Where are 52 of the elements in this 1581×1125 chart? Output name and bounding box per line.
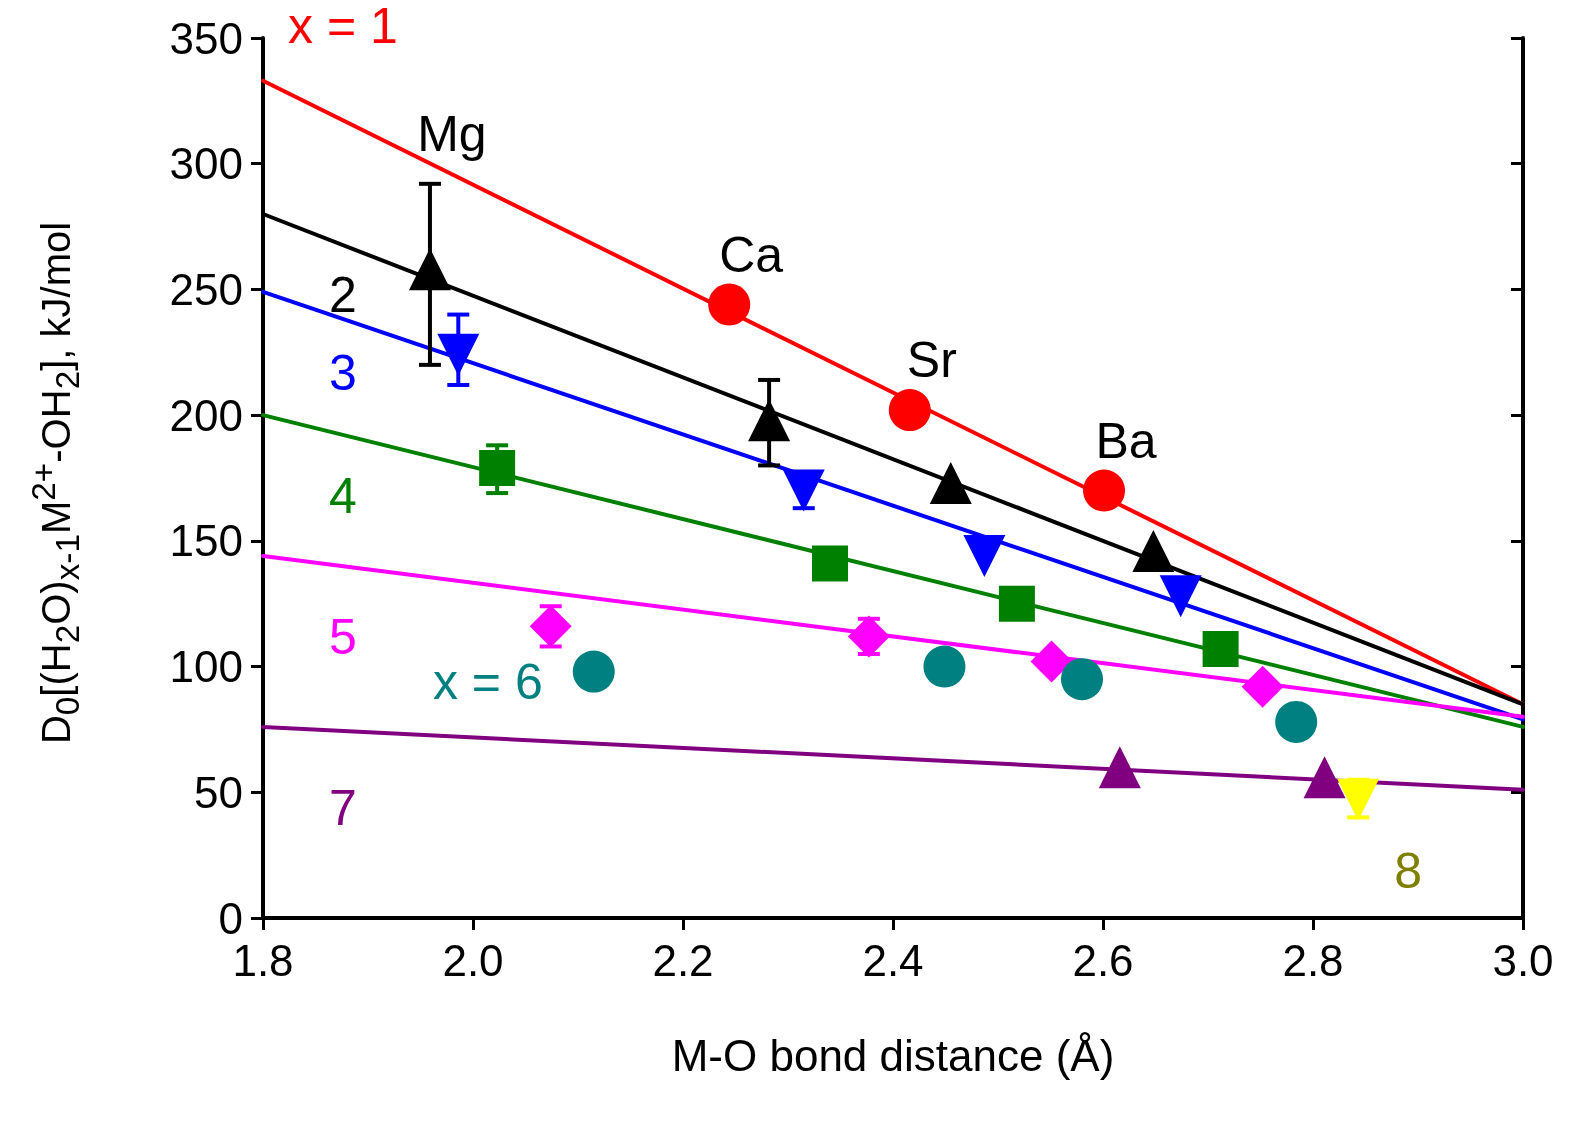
x-tick-label: 3.0 (1492, 935, 1554, 985)
series-label: 4 (329, 468, 357, 525)
point (1337, 778, 1380, 821)
y-tick-label: 300 (169, 139, 243, 189)
point (479, 449, 516, 486)
y-tick-label: 200 (169, 390, 243, 440)
point (888, 389, 931, 432)
point (963, 534, 1006, 577)
point (1132, 529, 1175, 572)
series-label: 8 (1394, 842, 1423, 899)
point (408, 248, 451, 291)
point (847, 615, 890, 658)
series-label: 2 (329, 267, 357, 323)
y-tick-label: 350 (169, 13, 243, 63)
point (437, 333, 480, 376)
y-tick-label: 100 (169, 642, 243, 692)
point (529, 605, 572, 648)
point (1083, 469, 1126, 512)
x-tick-label: 2.4 (862, 935, 924, 985)
point (998, 585, 1035, 622)
annotation: Ba (1095, 412, 1157, 469)
series-label: x = 1 (288, 0, 398, 54)
x-tick-label: 2.8 (1282, 935, 1344, 985)
x-tick-label: 2.0 (442, 935, 504, 985)
point (812, 545, 848, 582)
point (1061, 658, 1103, 701)
point (1159, 575, 1202, 618)
point (708, 283, 751, 326)
y-tick-label: 250 (169, 264, 243, 314)
x-axis-title: M-O bond distance (Å) (671, 1030, 1115, 1080)
y-tick-label: 50 (194, 767, 243, 817)
point (1241, 665, 1284, 708)
series-label: 5 (329, 608, 357, 665)
point (1030, 640, 1073, 683)
point (1098, 746, 1141, 789)
annotation: Sr (906, 332, 957, 389)
annotation: Mg (417, 105, 487, 162)
y-tick-label: 150 (169, 516, 243, 566)
point (1275, 700, 1318, 743)
series-label: x = 6 (432, 653, 543, 710)
series-label: 7 (329, 779, 357, 836)
annotation: Ca (719, 226, 784, 283)
point (748, 399, 791, 442)
x-tick-label: 2.2 (652, 935, 714, 985)
point (572, 650, 615, 693)
point (923, 645, 966, 688)
point (1303, 756, 1346, 799)
point (782, 469, 825, 512)
point (929, 462, 972, 505)
x-tick-label: 2.6 (1072, 935, 1134, 985)
point (1202, 630, 1239, 667)
series-label: 3 (329, 344, 357, 401)
